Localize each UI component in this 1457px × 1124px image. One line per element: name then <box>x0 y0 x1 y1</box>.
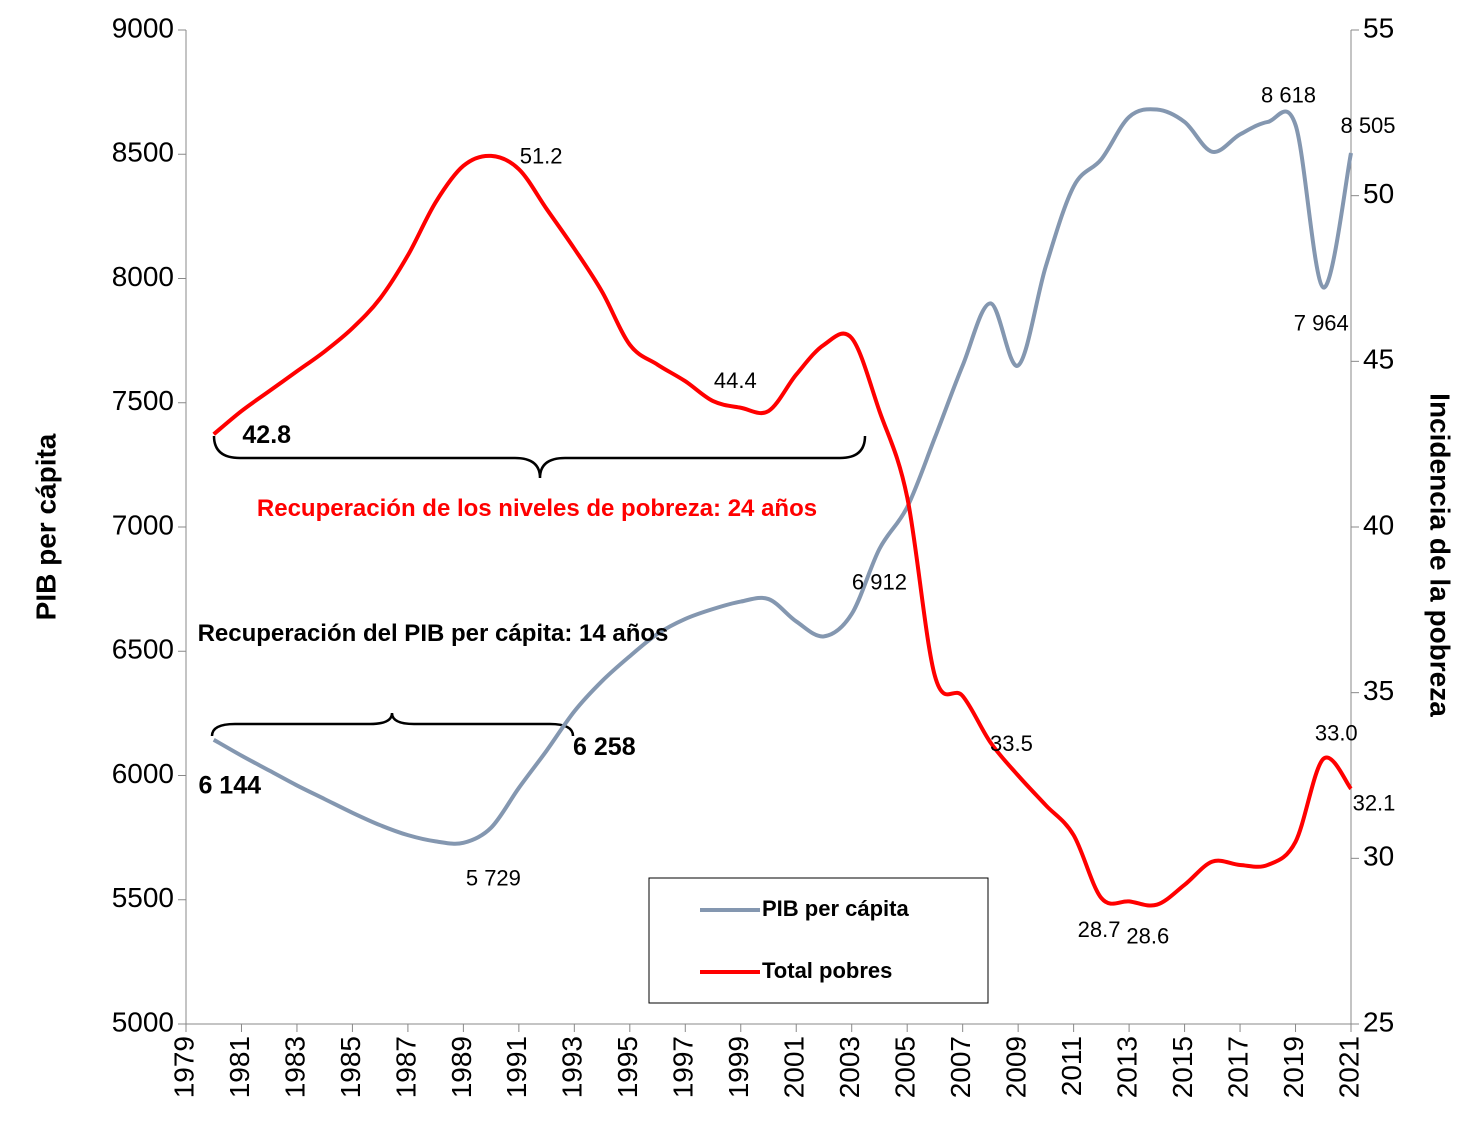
x-tick-label: 1979 <box>168 1036 199 1098</box>
x-tick-label: 2019 <box>1278 1036 1309 1098</box>
legend-box <box>648 877 989 1004</box>
data-label: 44.4 <box>714 368 757 393</box>
x-tick-label: 1989 <box>446 1036 477 1098</box>
x-tick-label: 2009 <box>1001 1036 1032 1098</box>
x-tick-label: 2005 <box>890 1036 921 1098</box>
x-tick-label: 1997 <box>668 1036 699 1098</box>
y-tick-label: 9000 <box>112 12 174 43</box>
x-tick-label: 2015 <box>1167 1036 1198 1098</box>
y-tick-label: 6500 <box>112 634 174 665</box>
y-tick-label: 7500 <box>112 385 174 416</box>
x-tick-label: 1983 <box>279 1036 310 1098</box>
y-tick-label: 6000 <box>112 758 174 789</box>
data-label: 5 729 <box>466 866 521 891</box>
series-line <box>212 153 1353 908</box>
x-tick-label: 2017 <box>1222 1036 1253 1098</box>
x-tick-label: 2007 <box>945 1036 976 1098</box>
x-tick-label: 1993 <box>557 1036 588 1098</box>
brace <box>210 712 575 737</box>
x-tick-label: 1985 <box>335 1036 366 1098</box>
data-label: 6 144 <box>198 771 261 799</box>
y2-tick-label: 45 <box>1363 344 1394 375</box>
x-tick-label: 2013 <box>1111 1036 1142 1098</box>
x-tick-label: 1981 <box>224 1036 255 1098</box>
y2-tick-label: 25 <box>1363 1006 1394 1037</box>
brace <box>212 435 867 479</box>
y2-axis-label: Incidencia de la pobreza <box>1425 393 1456 717</box>
legend-label: Total pobres <box>762 958 892 983</box>
data-label: 6 258 <box>573 733 636 761</box>
y-tick-label: 8500 <box>112 137 174 168</box>
x-tick-label: 2011 <box>1056 1036 1087 1096</box>
data-label: 33.5 <box>990 731 1033 756</box>
data-label: 8 505 <box>1340 113 1395 138</box>
data-label: 6 912 <box>852 570 907 595</box>
y2-tick-label: 40 <box>1363 509 1394 540</box>
y2-tick-label: 35 <box>1363 675 1394 706</box>
x-tick-label: 2001 <box>779 1036 810 1098</box>
x-tick-label: 2003 <box>834 1036 865 1098</box>
data-label: 7 964 <box>1294 310 1349 335</box>
data-label: 33.0 <box>1315 721 1358 746</box>
x-tick-label: 1999 <box>723 1036 754 1098</box>
x-tick-label: 1995 <box>612 1036 643 1098</box>
y-tick-label: 8000 <box>112 261 174 292</box>
y-axis-label: PIB per cápita <box>30 433 61 620</box>
y-tick-label: 7000 <box>112 509 174 540</box>
x-tick-label: 2021 <box>1333 1036 1364 1098</box>
y2-tick-label: 50 <box>1363 178 1394 209</box>
data-label: 42.8 <box>242 421 291 449</box>
data-label: 28.6 <box>1126 924 1169 949</box>
x-tick-label: 1991 <box>501 1036 532 1098</box>
data-label: 28.7 <box>1078 917 1121 942</box>
series-line <box>212 107 1353 846</box>
data-label: 32.1 <box>1353 791 1396 816</box>
y-tick-label: 5000 <box>112 1006 174 1037</box>
data-label: 51.2 <box>520 144 563 169</box>
data-label: 8 618 <box>1261 83 1316 108</box>
y2-tick-label: 30 <box>1363 841 1394 872</box>
legend-label: PIB per cápita <box>762 896 909 921</box>
y2-tick-label: 55 <box>1363 12 1394 43</box>
y-tick-label: 5500 <box>112 882 174 913</box>
annotation: Recuperación del PIB per cápita: 14 años <box>197 620 669 647</box>
annotation: Recuperación de los niveles de pobreza: … <box>256 495 818 522</box>
x-tick-label: 1987 <box>390 1036 421 1098</box>
